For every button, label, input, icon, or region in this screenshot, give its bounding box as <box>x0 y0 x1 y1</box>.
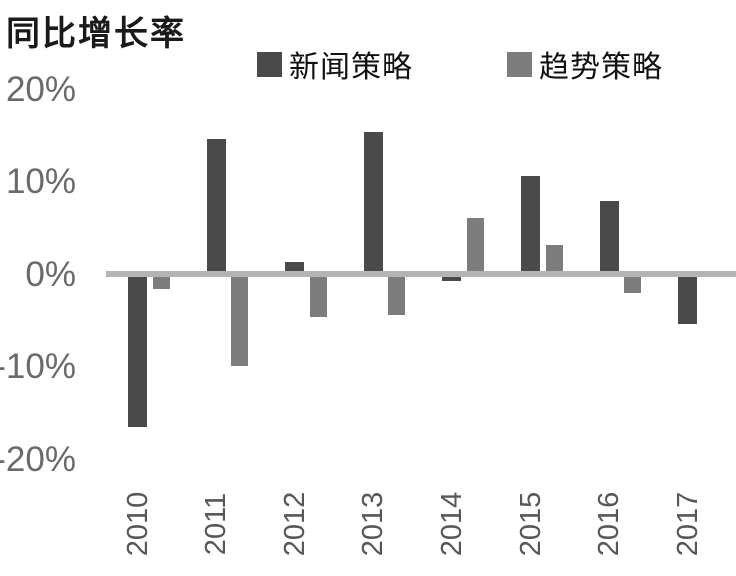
y-tick-label: 10% <box>5 162 76 201</box>
legend-item-news: 新闻策略 <box>257 42 413 86</box>
bar-news-2011 <box>206 139 226 275</box>
x-axis-zero-line <box>106 271 736 277</box>
bar-news-2015 <box>521 176 540 275</box>
bar-news-2010 <box>128 274 147 428</box>
x-axis-label-2010: 2010 <box>121 491 154 557</box>
x-axis-label-2012: 2012 <box>278 491 311 557</box>
bar-news-2014 <box>442 274 462 281</box>
y-tick-label: -10% <box>0 347 76 386</box>
legend: 新闻策略 趋势策略 <box>257 42 663 86</box>
bar-trend-2012 <box>309 274 327 318</box>
legend-label-news: 新闻策略 <box>289 51 413 84</box>
x-axis-label-2013: 2013 <box>357 491 390 557</box>
x-axis-label-2011: 2011 <box>200 492 233 556</box>
bar-trend-2013 <box>388 274 406 316</box>
y-tick-label: -20% <box>0 439 76 479</box>
y-tick-label: 0% <box>25 254 76 294</box>
bar-trend-2011 <box>231 274 249 367</box>
legend-item-trend: 趋势策略 <box>507 42 663 86</box>
x-axis-label-2017: 2017 <box>671 491 704 557</box>
x-axis-label-2014: 2014 <box>435 491 468 557</box>
bar-news-2017 <box>678 274 698 325</box>
bar-trend-2010 <box>152 274 170 290</box>
y-tick-label: 20% <box>5 69 76 109</box>
trend-series-swatch-icon <box>507 51 532 77</box>
bar-news-2016 <box>599 201 619 275</box>
news-series-swatch-icon <box>257 51 282 77</box>
bar-trend-2014 <box>466 218 484 275</box>
legend-label-trend: 趋势策略 <box>539 51 663 84</box>
chart-title: 同比增长率 <box>6 15 186 53</box>
bar-trend-2015 <box>545 244 563 275</box>
x-axis-label-2015: 2015 <box>514 491 547 557</box>
x-axis-label-2016: 2016 <box>593 491 626 557</box>
bar-trend-2016 <box>624 274 642 293</box>
bar-news-2013 <box>363 132 383 275</box>
